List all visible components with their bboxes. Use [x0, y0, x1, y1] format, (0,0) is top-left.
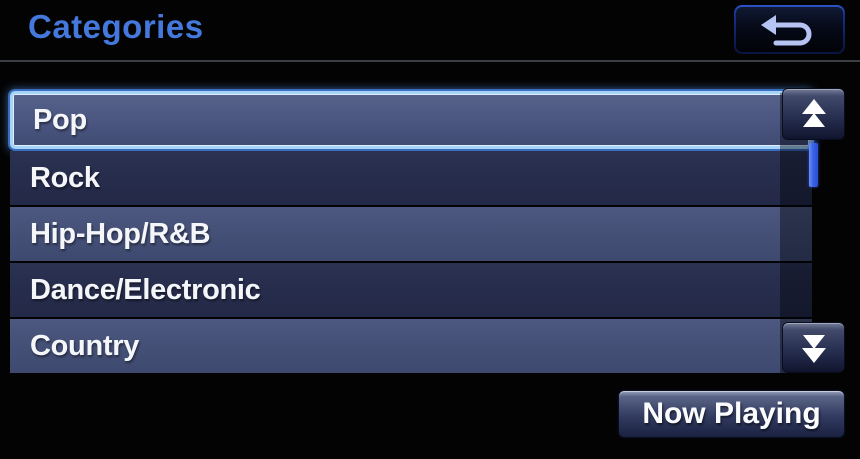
category-list: Pop Rock Hip-Hop/R&B Dance/Electronic Co…: [10, 91, 812, 373]
list-item-rock[interactable]: Rock: [10, 151, 812, 205]
return-arrow-icon: [759, 12, 821, 48]
list-item-country[interactable]: Country: [10, 319, 812, 373]
scrollbar-thumb[interactable]: [809, 143, 818, 187]
scroll-down-button[interactable]: [782, 322, 845, 373]
now-playing-button[interactable]: Now Playing: [618, 390, 845, 438]
back-button[interactable]: [734, 5, 845, 54]
list-item-pop[interactable]: Pop: [10, 91, 812, 149]
list-item-label: Rock: [30, 161, 100, 194]
list-item-hiphop-rnb[interactable]: Hip-Hop/R&B: [10, 207, 812, 261]
header-divider: [0, 60, 860, 62]
list-item-label: Hip-Hop/R&B: [30, 217, 211, 250]
list-item-dance-electronic[interactable]: Dance/Electronic: [10, 263, 812, 317]
list-item-label: Dance/Electronic: [30, 273, 261, 306]
page-title: Categories: [28, 8, 204, 45]
double-chevron-up-icon: [801, 98, 827, 130]
double-chevron-down-icon: [801, 332, 827, 364]
list-item-label: Pop: [33, 103, 87, 136]
list-item-label: Country: [30, 329, 140, 362]
now-playing-label: Now Playing: [642, 397, 821, 430]
scroll-up-button[interactable]: [782, 88, 845, 140]
back-button-face: [736, 7, 843, 52]
